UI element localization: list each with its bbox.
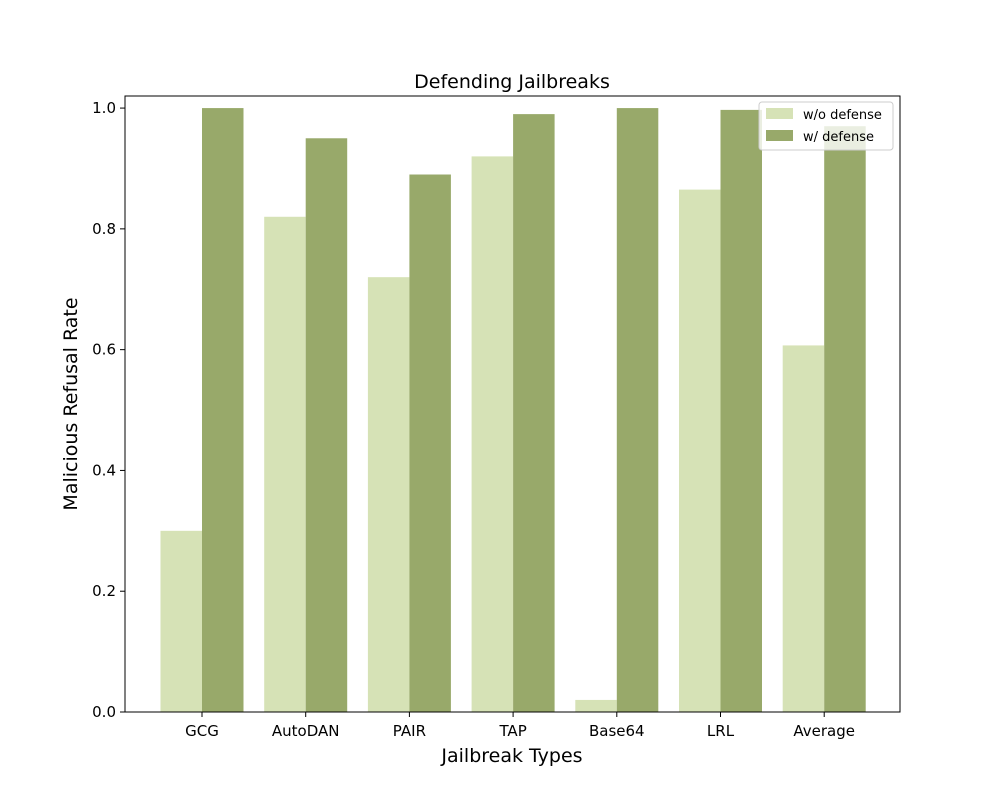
bar-lrl-w-o-defense (679, 189, 721, 712)
plot-area-frame (124, 95, 901, 713)
y-axis-title: Malicious Refusal Rate (60, 297, 82, 510)
x-tick-label-lrl: LRL (707, 722, 735, 740)
y-tick-label: 1.0 (92, 99, 116, 117)
x-tick-label-tap: TAP (498, 722, 526, 740)
legend-label-wo-defense: w/o defense (803, 108, 882, 123)
ticks-layer: GCG AutoDAN PAIR TAP Base64 LRL Average 0.0 0.2 0… (92, 99, 855, 740)
y-tick-label: 0.2 (92, 582, 116, 600)
bar-tap-w-defense (513, 114, 555, 712)
bars-layer (160, 108, 866, 713)
x-tick-label-base64: Base64 (589, 722, 645, 740)
bar-tap-w-o-defense (471, 156, 514, 712)
legend-swatch-wo-defense (766, 108, 793, 119)
bar-base64-w-o-defense (575, 699, 617, 712)
bar-base64-w-defense (616, 108, 659, 712)
y-tick-label: 0.4 (92, 461, 116, 479)
x-tick-label-autodan: AutoDAN (272, 722, 340, 740)
bar-gcg-w-o-defense (160, 530, 202, 712)
legend: w/o defense w/ defense (758, 101, 894, 151)
x-tick-label-pair: PAIR (393, 722, 426, 740)
y-tick-label: 0.8 (92, 220, 116, 238)
legend-label-w-defense: w/ defense (803, 130, 874, 145)
bar-pair-w-defense (409, 174, 451, 712)
bar-lrl-w-defense (720, 109, 762, 712)
y-tick-label: 0.0 (92, 703, 116, 721)
bar-autodan-w-o-defense (264, 216, 306, 713)
x-axis-title: Jailbreak Types (440, 745, 582, 767)
x-tick-label-gcg: GCG (185, 722, 219, 740)
x-tick-label-average: Average (793, 722, 855, 740)
y-tick-label: 0.6 (92, 341, 116, 359)
bar-average-w-defense (824, 126, 866, 713)
bar-average-w-o-defense (782, 345, 825, 712)
bar-gcg-w-defense (202, 108, 244, 712)
bar-pair-w-o-defense (367, 277, 410, 712)
bar-autodan-w-defense (305, 138, 348, 712)
chart-title: Defending Jailbreaks (414, 71, 610, 93)
legend-swatch-w-defense (766, 130, 793, 141)
